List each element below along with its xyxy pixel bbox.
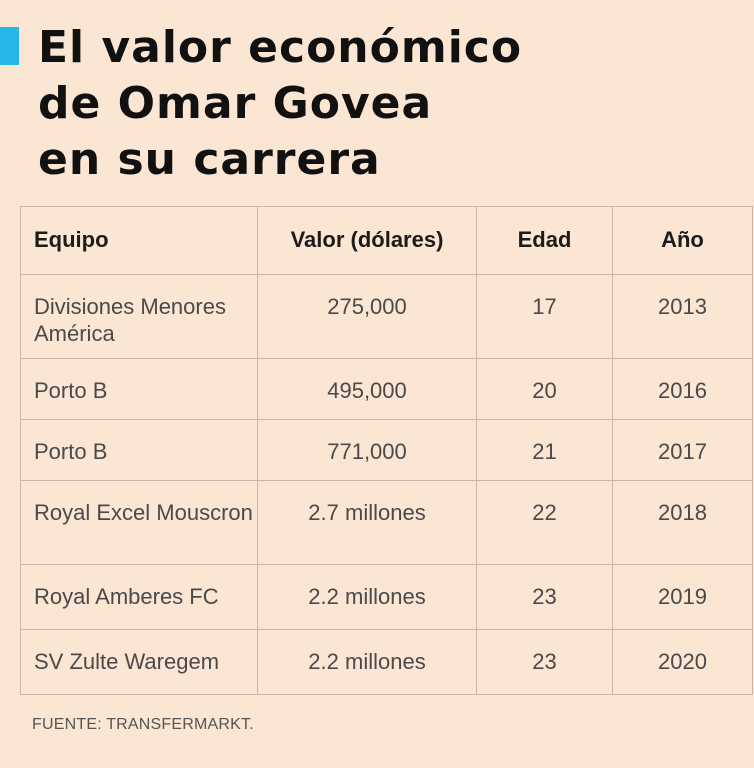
cell-age: 20: [476, 358, 613, 420]
cell-year: 2016: [612, 358, 753, 420]
cell-team: Porto B: [20, 419, 258, 481]
cell-year: 2013: [612, 274, 753, 359]
table-row: Divisiones Menores América 275,000 17 20…: [20, 274, 753, 359]
cell-value: 2.2 millones: [257, 564, 477, 630]
table-row: Royal Amberes FC 2.2 millones 23 2019: [20, 564, 753, 630]
career-value-table: Equipo Valor (dólares) Edad Año Division…: [20, 206, 753, 695]
table-row: Royal Excel Mouscron 2.7 millones 22 201…: [20, 480, 753, 565]
cell-age: 22: [476, 480, 613, 565]
title-line-3: en su carrera: [38, 134, 381, 185]
cell-team: Royal Excel Mouscron: [20, 480, 258, 565]
table-row: Porto B 495,000 20 2016: [20, 358, 753, 420]
cell-age: 23: [476, 564, 613, 630]
cell-value: 2.7 millones: [257, 480, 477, 565]
cell-year: 2017: [612, 419, 753, 481]
table-row: Porto B 771,000 21 2017: [20, 419, 753, 481]
cell-year: 2019: [612, 564, 753, 630]
accent-bar: [0, 27, 19, 65]
cell-age: 23: [476, 629, 613, 695]
header-age: Edad: [476, 206, 613, 275]
cell-value: 771,000: [257, 419, 477, 481]
cell-value: 495,000: [257, 358, 477, 420]
cell-value: 2.2 millones: [257, 629, 477, 695]
title-line-1: El valor económico: [38, 22, 523, 73]
header-team: Equipo: [20, 206, 258, 275]
table-header-row: Equipo Valor (dólares) Edad Año: [20, 206, 753, 275]
cell-team: Royal Amberes FC: [20, 564, 258, 630]
cell-team: SV Zulte Waregem: [20, 629, 258, 695]
cell-value: 275,000: [257, 274, 477, 359]
cell-year: 2018: [612, 480, 753, 565]
title-line-2: de Omar Govea: [38, 78, 433, 129]
table-row: SV Zulte Waregem 2.2 millones 23 2020: [20, 629, 753, 695]
cell-team: Porto B: [20, 358, 258, 420]
header-year: Año: [612, 206, 753, 275]
page-title: El valor económico de Omar Govea en su c…: [38, 20, 522, 188]
cell-year: 2020: [612, 629, 753, 695]
source-note: FUENTE: TRANSFERMARKT.: [32, 716, 254, 733]
cell-team: Divisiones Menores América: [20, 274, 258, 359]
cell-age: 21: [476, 419, 613, 481]
cell-age: 17: [476, 274, 613, 359]
header-value: Valor (dólares): [257, 206, 477, 275]
